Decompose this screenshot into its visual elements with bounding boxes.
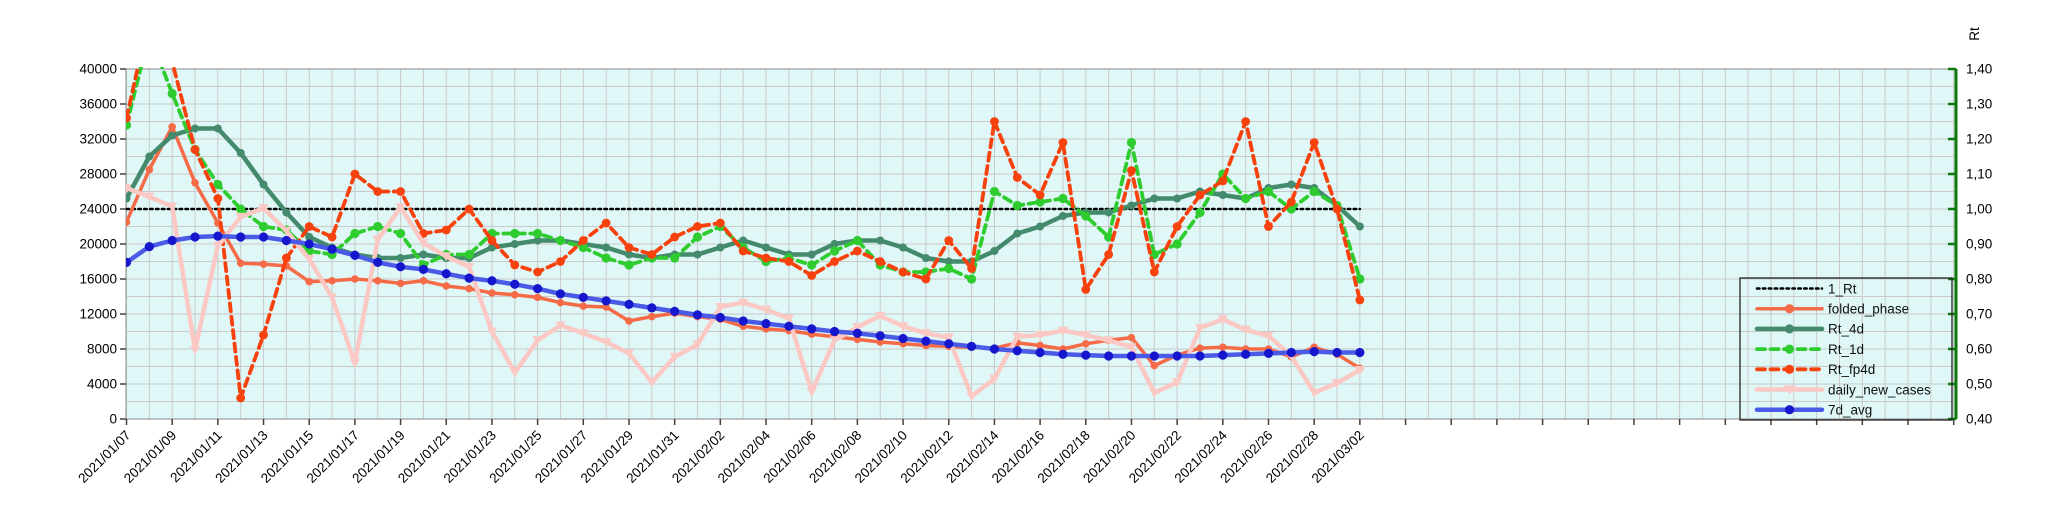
Rt_fp4d-legend-marker <box>1784 364 1795 374</box>
legend-label: folded_phase <box>1828 302 1909 317</box>
left-axis: 0 4000 8000 12000 16000 20000 24000 28000 32000 3… <box>79 62 126 427</box>
series-folded_phase <box>126 122 1364 373</box>
left-axis-tick-label: 32000 <box>79 132 117 147</box>
legend-item-1_Rt: 1_Rt <box>1755 281 1857 296</box>
daily_new_cases-legend-marker <box>1783 385 1796 395</box>
left-axis-tick-label: 8000 <box>87 342 117 357</box>
right-axis-tick-label: 0,80 <box>1966 272 1992 287</box>
series-layer <box>126 67 1365 403</box>
right-axis-title: Rt <box>1967 27 1982 41</box>
right-axis-tick-label: 1,10 <box>1966 167 1992 182</box>
legend-item-Rt_1d: Rt_1d <box>1755 342 1864 357</box>
left-axis-tick-label: 16000 <box>79 272 117 287</box>
legend-item-Rt_fp4d: Rt_fp4d <box>1755 362 1875 377</box>
left-axis-tick-label: 40000 <box>79 62 117 77</box>
legend-item-7d_avg: 7d_avg <box>1754 403 1872 418</box>
series-Rt_fp4d <box>126 67 1365 403</box>
right-axis-tick-label: 1,20 <box>1966 132 1992 147</box>
left-axis-tick-label: 20000 <box>79 237 117 252</box>
Rt_1d-legend-marker <box>1784 344 1795 354</box>
Rt_4d-legend-marker <box>1784 324 1795 334</box>
right-axis-tick-label: 1,30 <box>1966 97 1992 112</box>
right-axis-tick-label: 0,70 <box>1966 307 1992 322</box>
right-axis-tick-label: 0,60 <box>1966 342 1992 357</box>
left-axis-tick-label: 36000 <box>79 97 117 112</box>
legend-item-daily_new_cases: daily_new_cases <box>1754 382 1931 397</box>
right-axis-tick-label: 1,00 <box>1966 202 1992 217</box>
left-axis-tick-label: 24000 <box>79 202 117 217</box>
7d_avg-legend-marker <box>1784 405 1795 415</box>
legend-label: daily_new_cases <box>1828 382 1931 397</box>
right-axis-tick-label: 0,90 <box>1966 237 1992 252</box>
gridlines <box>126 68 1956 420</box>
legend-item-Rt_4d: Rt_4d <box>1754 322 1864 337</box>
right-axis-tick-label: 0,40 <box>1966 412 1992 427</box>
left-axis-tick-label: 4000 <box>87 377 117 392</box>
left-axis-tick-label: 0 <box>109 412 117 427</box>
right-axis-tick-label: 0,50 <box>1966 377 1992 392</box>
folded_phase-legend-marker <box>1784 304 1795 314</box>
legend: 1_Rt folded_phase Rt_4d Rt_1d Rt_fp4d daily_n… <box>1739 277 1953 421</box>
legend-label: Rt_fp4d <box>1828 362 1875 377</box>
legend-label: 7d_avg <box>1828 403 1872 418</box>
left-axis-tick-label: 12000 <box>79 307 117 322</box>
right-axis-tick-label: 1,40 <box>1966 62 1992 77</box>
right-axis: 0,40 0,50 0,60 0,70 0,80 0,90 1,00 1,10 1,20 1,30… <box>1948 27 1992 427</box>
legend-box <box>1739 277 1953 421</box>
series-7d_avg <box>126 231 1365 361</box>
series-daily_new_cases <box>126 184 1365 402</box>
x-axis: 2021/01/072021/01/092021/01/112021/01/13… <box>75 419 1955 486</box>
legend-label: Rt_4d <box>1828 322 1864 337</box>
legend-item-folded_phase: folded_phase <box>1755 302 1909 317</box>
left-axis-tick-label: 28000 <box>79 167 117 182</box>
legend-label: Rt_1d <box>1828 342 1864 357</box>
legend-label: 1_Rt <box>1828 281 1857 296</box>
